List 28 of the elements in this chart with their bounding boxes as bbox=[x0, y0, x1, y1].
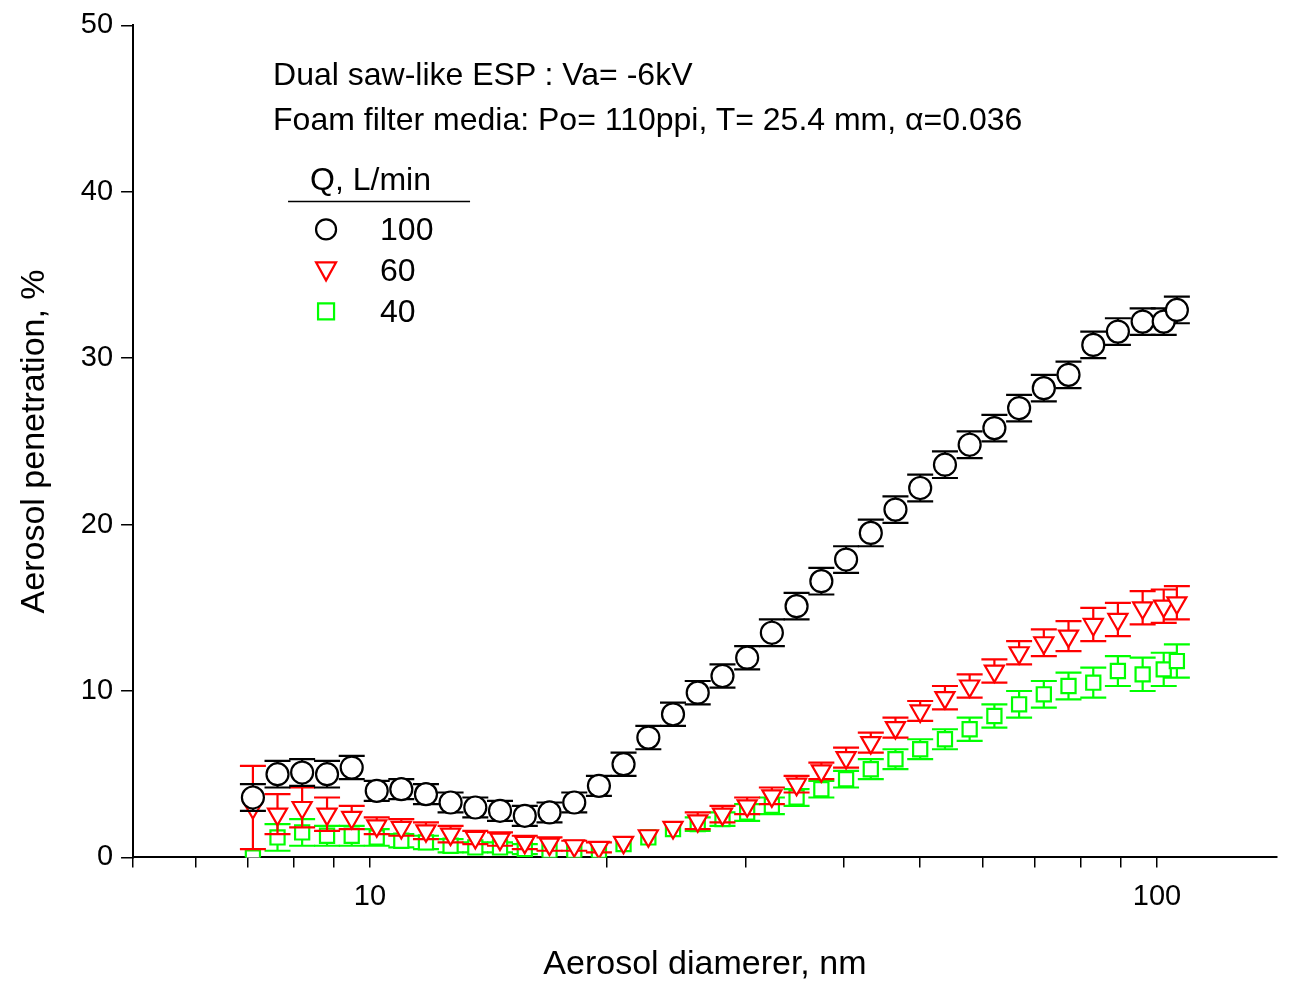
legend-title: Q, L/min bbox=[310, 161, 431, 198]
point bbox=[1109, 662, 1127, 680]
point bbox=[837, 771, 855, 788]
point bbox=[936, 731, 954, 748]
point bbox=[1010, 696, 1028, 713]
point bbox=[986, 707, 1003, 725]
point bbox=[813, 781, 830, 798]
point bbox=[887, 751, 904, 768]
legend-label: 100 bbox=[380, 211, 434, 248]
annotation: Foam filter media: Po= 110ppi, T= 25.4 mm, α=0.036 bbox=[273, 101, 1023, 138]
legend-label: 60 bbox=[380, 252, 416, 289]
point bbox=[1060, 677, 1077, 695]
point bbox=[961, 721, 978, 738]
y-tick-label: 50 bbox=[80, 7, 114, 40]
x-axis-title: Aerosol diamerer, nm bbox=[543, 942, 867, 981]
y-axis-title: Aerosol penetration, % bbox=[12, 269, 51, 614]
legend-label: 40 bbox=[380, 293, 416, 330]
y-tick-label: 40 bbox=[80, 173, 114, 206]
point bbox=[1134, 666, 1151, 683]
y-tick-label: 10 bbox=[80, 673, 114, 705]
y-tick-label: 20 bbox=[80, 506, 114, 539]
y-tick-label: 0 bbox=[96, 839, 114, 872]
point bbox=[1035, 686, 1052, 703]
y-tick-label: 30 bbox=[80, 340, 114, 373]
annotation: Dual saw-like ESP : Va= -6kV bbox=[273, 56, 694, 93]
point bbox=[862, 761, 879, 778]
point bbox=[1085, 674, 1102, 691]
point bbox=[912, 741, 929, 758]
